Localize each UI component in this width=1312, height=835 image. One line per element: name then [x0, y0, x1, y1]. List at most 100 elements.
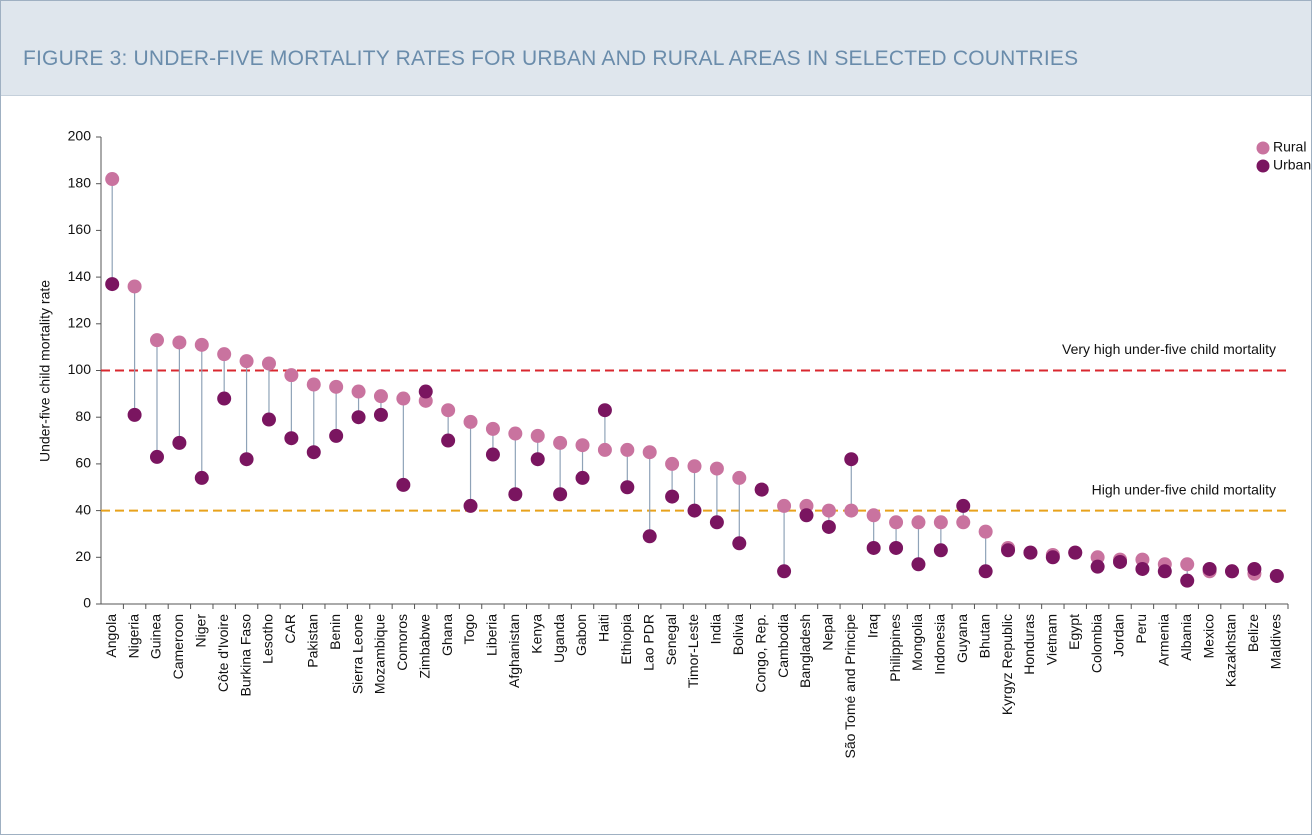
x-tick-label: Gabon — [573, 614, 589, 656]
dot-rural — [889, 515, 904, 530]
dot-urban — [1225, 564, 1240, 579]
chart-title: FIGURE 3: UNDER-FIVE MORTALITY RATES FOR… — [23, 47, 1079, 70]
y-tick-label: 200 — [68, 128, 92, 144]
dot-rural — [732, 470, 747, 485]
dot-urban — [1157, 564, 1172, 579]
dot-rural — [821, 503, 836, 518]
dot-urban — [911, 557, 926, 572]
x-tick-label: Belize — [1245, 614, 1261, 652]
x-tick-label: Iraq — [864, 614, 880, 638]
dot-urban — [261, 412, 276, 427]
dot-rural — [911, 515, 926, 530]
x-tick-label: São Tomé and Principe — [842, 614, 858, 759]
dot-rural — [530, 428, 545, 443]
dot-urban — [709, 515, 724, 530]
dot-urban — [1001, 543, 1016, 558]
y-tick-label: 40 — [75, 501, 91, 517]
dot-urban — [1269, 568, 1284, 583]
dot-urban — [172, 435, 187, 450]
x-tick-label: Bangladesh — [797, 614, 813, 688]
x-tick-label: Albania — [1178, 614, 1194, 661]
dot-urban — [1180, 573, 1195, 588]
dot-urban — [284, 431, 299, 446]
x-tick-label: Angola — [103, 614, 119, 658]
x-tick-label: Côte d'Ivoire — [215, 614, 231, 692]
x-tick-label: Maldives — [1268, 614, 1284, 669]
dot-rural — [172, 335, 187, 350]
x-tick-label: Afghanistan — [506, 614, 522, 688]
x-tick-label: Kenya — [528, 614, 544, 654]
x-tick-label: Egypt — [1066, 614, 1082, 650]
x-tick-label: India — [708, 614, 724, 645]
legend-label: Urban — [1273, 157, 1311, 173]
x-tick-label: Jordan — [1111, 614, 1127, 657]
x-tick-label: Guyana — [954, 614, 970, 663]
dot-urban — [127, 407, 142, 422]
dot-rural — [687, 459, 702, 474]
dot-urban — [687, 503, 702, 518]
reference-label: High under-five child mortality — [1092, 481, 1276, 497]
dot-urban — [777, 564, 792, 579]
y-tick-label: 20 — [75, 548, 91, 564]
dot-urban — [1090, 559, 1105, 574]
dot-urban — [754, 482, 769, 497]
x-tick-label: Kazakhstan — [1223, 614, 1239, 687]
x-tick-label: Indonesia — [932, 614, 948, 675]
dot-urban — [441, 433, 456, 448]
dot-urban — [149, 449, 164, 464]
x-tick-label: Bolivia — [730, 614, 746, 655]
x-tick-label: Niger — [192, 614, 208, 648]
dot-urban — [485, 447, 500, 462]
dot-urban — [1202, 561, 1217, 576]
x-tick-label: Lesotho — [260, 614, 276, 664]
x-tick-label: Peru — [1133, 614, 1149, 644]
x-tick-label: Cambodia — [775, 614, 791, 678]
x-tick-label: Pakistan — [304, 614, 320, 668]
x-tick-label: Mongolia — [909, 614, 925, 671]
x-tick-label: Uganda — [551, 614, 567, 663]
dot-urban — [508, 487, 523, 502]
dot-urban — [396, 477, 411, 492]
dot-urban — [1135, 561, 1150, 576]
x-tick-label: Timor-Leste — [685, 614, 701, 688]
x-tick-label: Congo, Rep. — [752, 614, 768, 693]
dot-urban — [889, 540, 904, 555]
dot-urban — [575, 470, 590, 485]
dot-rural — [194, 337, 209, 352]
x-tick-label: Senegal — [663, 614, 679, 665]
dot-rural — [329, 379, 344, 394]
dot-rural — [978, 524, 993, 539]
dot-urban — [194, 470, 209, 485]
x-tick-label: Comoros — [394, 614, 410, 671]
x-tick-label: Sierra Leone — [349, 614, 365, 694]
dot-rural — [642, 445, 657, 460]
dot-rural — [575, 438, 590, 453]
dot-rural — [261, 356, 276, 371]
dot-urban — [821, 519, 836, 534]
x-tick-label: Bhutan — [976, 614, 992, 658]
y-tick-label: 0 — [83, 595, 91, 611]
x-tick-label: Haiti — [596, 614, 612, 642]
dot-urban — [1247, 561, 1262, 576]
x-tick-label: Liberia — [484, 614, 500, 656]
y-tick-label: 180 — [68, 174, 92, 190]
dot-rural — [373, 389, 388, 404]
dot-urban — [799, 508, 814, 523]
x-tick-label: Nigeria — [125, 614, 141, 659]
y-tick-label: 120 — [68, 315, 92, 331]
header-band — [1, 1, 1311, 96]
x-tick-label: Philippines — [887, 614, 903, 682]
dot-rural — [709, 461, 724, 476]
dot-rural — [956, 515, 971, 530]
dot-urban — [844, 452, 859, 467]
dot-urban — [1113, 554, 1128, 569]
legend-swatch — [1256, 159, 1270, 173]
dot-urban — [642, 529, 657, 544]
x-tick-label: Kyrgyz Republic — [999, 614, 1015, 715]
dot-urban — [306, 445, 321, 460]
dot-rural — [217, 347, 232, 362]
dot-rural — [508, 426, 523, 441]
dot-urban — [620, 480, 635, 495]
x-tick-label: Vietnam — [1044, 614, 1060, 665]
